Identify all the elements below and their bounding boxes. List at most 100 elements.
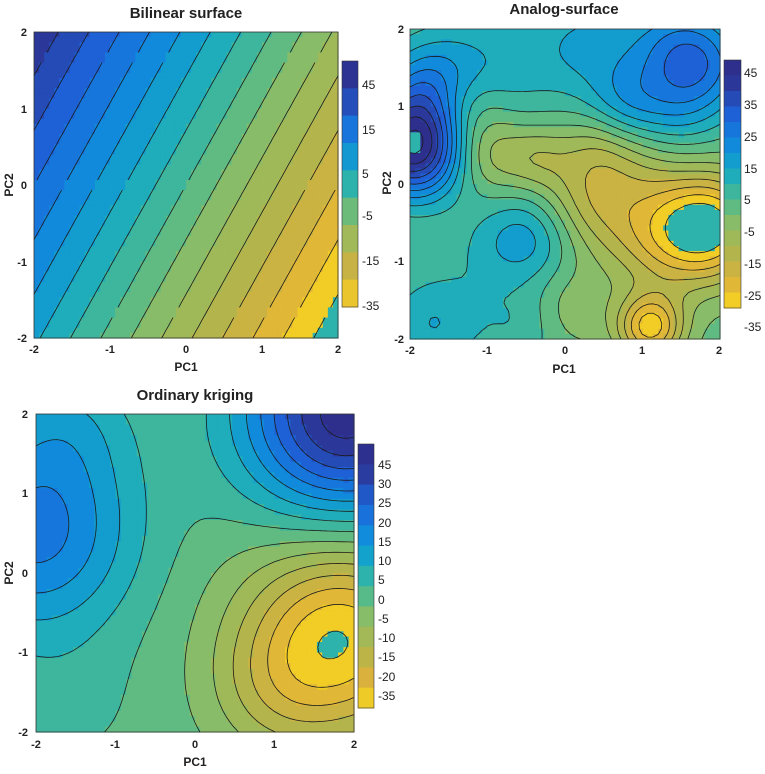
contour-band-cell bbox=[49, 261, 55, 268]
contour-band-cell bbox=[74, 332, 81, 339]
contour-band-cell bbox=[155, 98, 162, 104]
contour-band-cell bbox=[272, 195, 278, 201]
contour-band-cell bbox=[59, 113, 65, 120]
contour-band-cell bbox=[241, 281, 248, 288]
contour-band-cell bbox=[140, 185, 147, 191]
contour-band-cell bbox=[307, 179, 314, 186]
contour-band-cell bbox=[34, 225, 40, 232]
contour-band-cell bbox=[616, 122, 623, 128]
contour-band-cell bbox=[231, 220, 238, 227]
contour-band-cell bbox=[69, 205, 76, 212]
contour-band-cell bbox=[508, 142, 514, 149]
contour-band-cell bbox=[606, 116, 613, 123]
contour-band-cell bbox=[44, 139, 50, 145]
contour-band-cell bbox=[317, 103, 324, 110]
contour-band-cell bbox=[216, 164, 223, 171]
contour-band-cell bbox=[251, 72, 258, 79]
contour-band-cell bbox=[477, 85, 483, 92]
contour-band-cell bbox=[145, 118, 152, 125]
contour-band-cell bbox=[302, 276, 309, 283]
contour-band-cell bbox=[673, 44, 680, 51]
contour-band-cell bbox=[175, 123, 182, 130]
contour-band-cell bbox=[312, 77, 319, 84]
contour-band-cell bbox=[246, 123, 253, 130]
contour-band-cell bbox=[441, 85, 447, 92]
contour-band-cell bbox=[292, 256, 299, 263]
contour-band-cell bbox=[689, 49, 695, 56]
contour-band-cell bbox=[231, 32, 238, 38]
contour-band-cell bbox=[246, 108, 253, 115]
contour-band-cell bbox=[110, 251, 116, 257]
contour-band-cell bbox=[503, 132, 509, 139]
contour-band-cell bbox=[241, 83, 248, 89]
contour-band-cell bbox=[302, 52, 309, 59]
contour-band-cell bbox=[84, 210, 91, 217]
contour-band-cell bbox=[312, 317, 319, 324]
contour-band-cell bbox=[637, 85, 644, 92]
contour-band-cell bbox=[327, 261, 334, 268]
contour-band-cell bbox=[165, 327, 172, 334]
contour-band-cell bbox=[267, 281, 273, 288]
contour-band-cell bbox=[410, 106, 416, 113]
contour-band-cell bbox=[317, 108, 324, 115]
contour-band-cell bbox=[104, 230, 111, 237]
contour-band-cell bbox=[317, 42, 324, 48]
contour-band-cell bbox=[292, 123, 299, 130]
contour-band-cell bbox=[267, 251, 273, 257]
contour-band-cell bbox=[186, 154, 192, 161]
contour-band-cell bbox=[201, 251, 207, 257]
contour-band-cell bbox=[59, 103, 65, 110]
contour-band-cell bbox=[678, 34, 685, 40]
contour-band-cell bbox=[425, 65, 432, 71]
contour-band-cell bbox=[282, 236, 288, 242]
contour-band-cell bbox=[441, 106, 447, 113]
contour-band-cell bbox=[492, 54, 499, 61]
contour-band-cell bbox=[307, 210, 314, 217]
contour-band-cell bbox=[64, 98, 71, 104]
contour-band-cell bbox=[206, 149, 212, 155]
contour-band-cell bbox=[262, 251, 268, 257]
contour-band-cell bbox=[694, 75, 700, 82]
contour-band-cell bbox=[267, 113, 273, 120]
contour-band-cell bbox=[327, 57, 334, 64]
contour-band-cell bbox=[206, 225, 212, 232]
contour-band-cell bbox=[89, 169, 96, 176]
contour-band-cell bbox=[297, 200, 304, 206]
contour-band-cell bbox=[54, 292, 60, 298]
contour-band-cell bbox=[642, 91, 649, 97]
contour-band-cell bbox=[206, 312, 212, 319]
contour-band-cell bbox=[652, 116, 659, 123]
contour-band-cell bbox=[709, 122, 716, 128]
contour-band-cell bbox=[44, 42, 50, 48]
contour-band-cell bbox=[69, 98, 76, 104]
contour-band-cell bbox=[503, 142, 509, 149]
contour-band-cell bbox=[327, 62, 334, 69]
contour-band-cell bbox=[534, 106, 540, 113]
contour-band-cell bbox=[165, 37, 172, 43]
contour-band-cell bbox=[231, 327, 238, 334]
contour-band-cell bbox=[231, 139, 238, 145]
contour-band-cell bbox=[410, 142, 416, 149]
contour-band-cell bbox=[39, 210, 45, 217]
contour-band-cell bbox=[689, 132, 695, 139]
contour-band-cell bbox=[206, 236, 212, 242]
contour-band-cell bbox=[297, 37, 304, 43]
contour-band-cell bbox=[226, 241, 233, 247]
contour-band-cell bbox=[606, 75, 613, 82]
contour-band-cell bbox=[262, 88, 268, 94]
contour-band-cell bbox=[277, 246, 283, 252]
y-tick-label: 0 bbox=[21, 180, 27, 192]
contour-line bbox=[130, 31, 302, 339]
contour-band-cell bbox=[201, 57, 207, 64]
contour-band-cell bbox=[64, 134, 71, 140]
contour-band-cell bbox=[211, 266, 217, 273]
contour-band-cell bbox=[125, 307, 131, 314]
contour-band-cell bbox=[627, 60, 633, 66]
contour-band-cell bbox=[241, 93, 248, 99]
contour-band-cell bbox=[120, 113, 126, 120]
contour-band-cell bbox=[430, 142, 437, 149]
contour-band-cell bbox=[658, 91, 664, 97]
contour-band-cell bbox=[322, 139, 329, 145]
contour-band-cell bbox=[211, 195, 217, 201]
contour-band-cell bbox=[246, 57, 253, 64]
